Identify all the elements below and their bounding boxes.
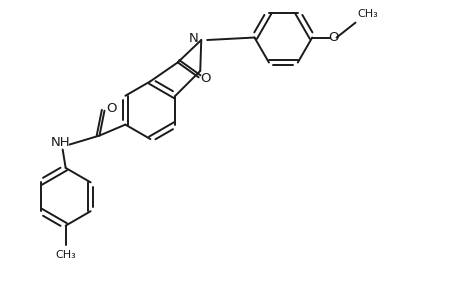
Text: CH₃: CH₃ xyxy=(356,9,377,19)
Text: O: O xyxy=(199,72,210,85)
Text: O: O xyxy=(328,31,338,44)
Text: CH₃: CH₃ xyxy=(55,250,76,260)
Text: N: N xyxy=(188,32,198,44)
Text: NH: NH xyxy=(51,136,70,149)
Text: O: O xyxy=(106,102,117,115)
